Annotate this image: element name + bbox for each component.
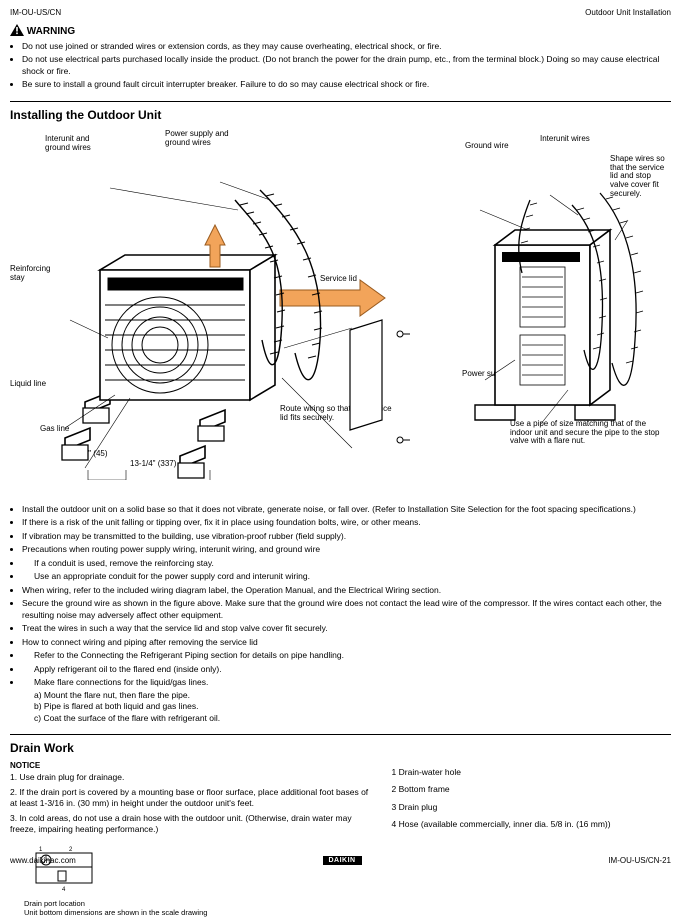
bullet-item: Refer to the Connecting the Refrigerant … xyxy=(22,650,671,661)
bullet-item: How to connect wiring and piping after r… xyxy=(22,637,671,648)
footer-logo: DAIKIN xyxy=(323,856,362,865)
bullet-item: Install the outdoor unit on a solid base… xyxy=(22,504,671,515)
section-drain-heading: Drain Work xyxy=(10,734,671,755)
drain-legend-2: 2 Bottom frame xyxy=(392,784,671,795)
fig-num-4: 4 xyxy=(62,887,66,893)
outdoor-unit-front-svg xyxy=(30,170,410,480)
fig-num-1: 1 xyxy=(39,847,43,853)
bullet-item: Secure the ground wire as shown in the f… xyxy=(22,598,671,621)
sub-step-c: c) Coat the surface of the flare with re… xyxy=(34,713,671,724)
drain-legend-4: 4 Hose (available commercially, inner di… xyxy=(392,819,671,830)
drain-dims-note: Unit bottom dimensions are shown in the … xyxy=(10,908,374,917)
warning-block: WARNING Do not use joined or stranded wi… xyxy=(10,24,671,91)
bullet-item: If vibration may be transmitted to the b… xyxy=(22,531,671,542)
drain-port-location: Drain port location xyxy=(10,899,374,908)
footer-docid: IM-OU-US/CN-21 xyxy=(608,856,671,865)
drain-step-2: 2. If the drain port is covered by a mou… xyxy=(10,787,374,809)
callout-interunit-wires: Interunit wires xyxy=(540,135,595,144)
installation-illustration: Interunit and ground wires Power supply … xyxy=(10,130,671,500)
warning-item: Do not use joined or stranded wires or e… xyxy=(22,41,671,52)
section-installing-heading: Installing the Outdoor Unit xyxy=(10,101,671,122)
bullet-item: If a conduit is used, remove the reinfor… xyxy=(22,558,671,569)
sub-step-a: a) Mount the flare nut, then flare the p… xyxy=(34,690,671,701)
installation-bullets: Install the outdoor unit on a solid base… xyxy=(10,504,671,689)
bullet-item: When wiring, refer to the included wirin… xyxy=(22,585,671,596)
footer-url: www.daikinac.com xyxy=(10,856,76,865)
sub-step-b: b) Pipe is flared at both liquid and gas… xyxy=(34,701,671,712)
header-section: Outdoor Unit Installation xyxy=(585,8,671,17)
warning-title: WARNING xyxy=(27,26,75,37)
header-doc-id: IM-OU-US/CN xyxy=(10,8,61,17)
bullet-item: Precautions when routing power supply wi… xyxy=(22,544,671,555)
drain-legend-3: 3 Drain plug xyxy=(392,802,671,813)
bullet-item: Treat the wires in such a way that the s… xyxy=(22,623,671,634)
warning-icon xyxy=(10,24,24,39)
callout-power-ground: Power supply and ground wires xyxy=(165,130,245,148)
fig-num-2: 2 xyxy=(69,847,73,853)
bullet-item: Make flare connections for the liquid/ga… xyxy=(22,677,671,688)
drain-step-1: 1. Use drain plug for drainage. xyxy=(10,772,374,783)
drain-legend-1: 1 Drain-water hole xyxy=(392,767,671,778)
bullet-item: Apply refrigerant oil to the flared end … xyxy=(22,664,671,675)
bullet-item: Use an appropriate conduit for the power… xyxy=(22,571,671,582)
drain-plug-svg: 1 2 4 xyxy=(24,845,104,893)
warning-item: Be sure to install a ground fault circui… xyxy=(22,79,671,90)
callout-interunit-ground: Interunit and ground wires xyxy=(45,135,115,153)
drain-step-3: 3. In cold areas, do not use a drain hos… xyxy=(10,813,374,835)
notice-label: NOTICE xyxy=(10,761,374,770)
outdoor-unit-side-svg xyxy=(460,185,660,445)
bullet-item: If there is a risk of the unit falling o… xyxy=(22,517,671,528)
warning-item: Do not use electrical parts purchased lo… xyxy=(22,54,671,77)
callout-ground-wire: Ground wire xyxy=(465,142,515,151)
